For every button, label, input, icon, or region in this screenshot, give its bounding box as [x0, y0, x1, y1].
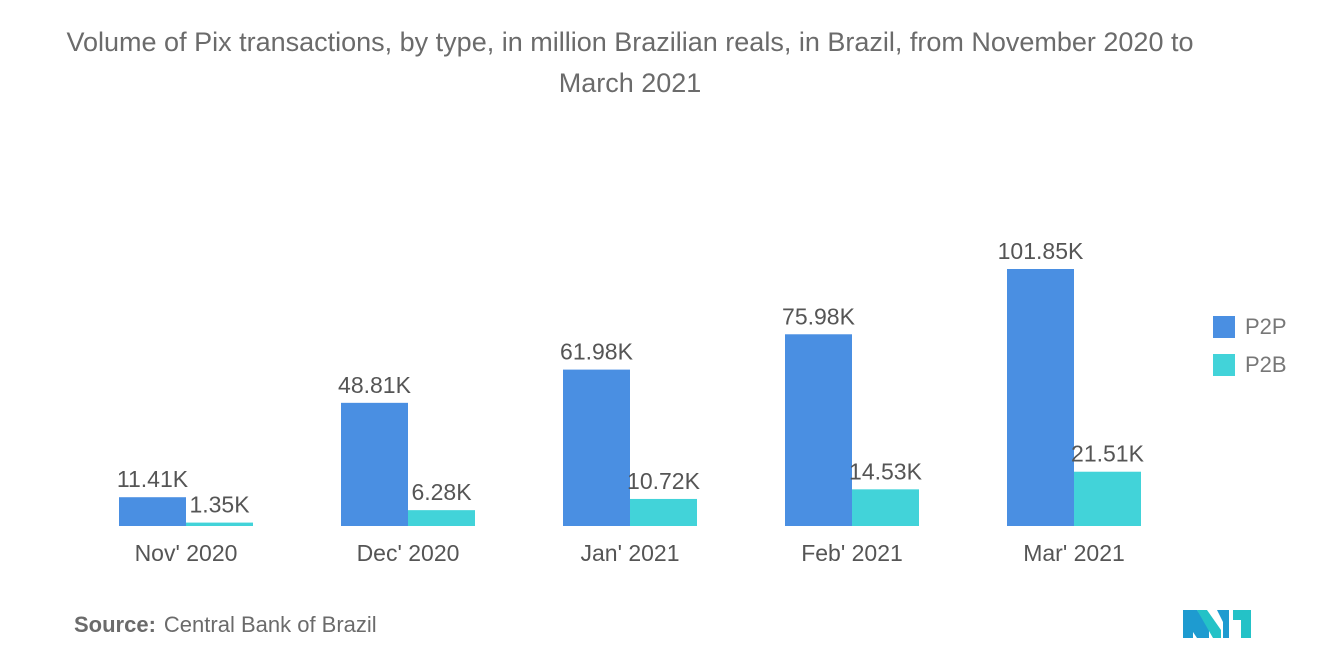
data-label-p2b-0: 1.35K	[189, 492, 250, 518]
bar-p2b-2	[630, 498, 697, 526]
legend-label-p2p: P2P	[1245, 314, 1287, 339]
chart-title: Volume of Pix transactions, by type, in …	[66, 27, 1194, 98]
source-label: Source:	[74, 612, 156, 637]
data-label-p2p-2: 61.98K	[560, 339, 634, 365]
data-label-p2p-3: 75.98K	[782, 303, 856, 329]
x-tick-label-3: Feb' 2021	[801, 540, 903, 566]
source-note: Source: Central Bank of Brazil	[74, 612, 377, 638]
legend-swatch-p2b	[1213, 354, 1235, 376]
bar-p2p-4	[1007, 269, 1074, 526]
source-text: Central Bank of Brazil	[163, 612, 377, 637]
legend-item-p2p: P2P	[1213, 308, 1287, 346]
bar-p2p-0	[119, 497, 186, 526]
x-tick-label-2: Jan' 2021	[580, 540, 679, 566]
legend-item-p2b: P2B	[1213, 346, 1287, 384]
x-tick-label-1: Dec' 2020	[357, 540, 460, 566]
bar-p2p-2	[563, 369, 630, 526]
data-label-p2p-4: 101.85K	[998, 238, 1084, 264]
bar-p2b-3	[852, 489, 919, 526]
data-label-p2b-1: 6.28K	[411, 479, 472, 505]
legend-swatch-p2p	[1213, 316, 1235, 338]
data-label-p2p-1: 48.81K	[338, 372, 412, 398]
legend-label-p2b: P2B	[1245, 352, 1287, 377]
x-tick-label-0: Nov' 2020	[135, 540, 238, 566]
data-label-p2b-4: 21.51K	[1071, 441, 1145, 467]
legend: P2P P2B	[1213, 308, 1287, 384]
bar-p2b-4	[1074, 471, 1141, 526]
data-label-p2b-2: 10.72K	[627, 468, 701, 494]
x-tick-label-4: Mar' 2021	[1023, 540, 1125, 566]
data-label-p2p-0: 11.41K	[117, 466, 189, 492]
mordor-intelligence-logo-icon	[1183, 610, 1251, 638]
bar-p2p-3	[785, 334, 852, 526]
data-label-p2b-3: 14.53K	[849, 458, 923, 484]
bar-p2p-1	[341, 402, 408, 526]
bar-p2b-1	[408, 510, 475, 526]
bar-p2b-0	[186, 522, 253, 526]
